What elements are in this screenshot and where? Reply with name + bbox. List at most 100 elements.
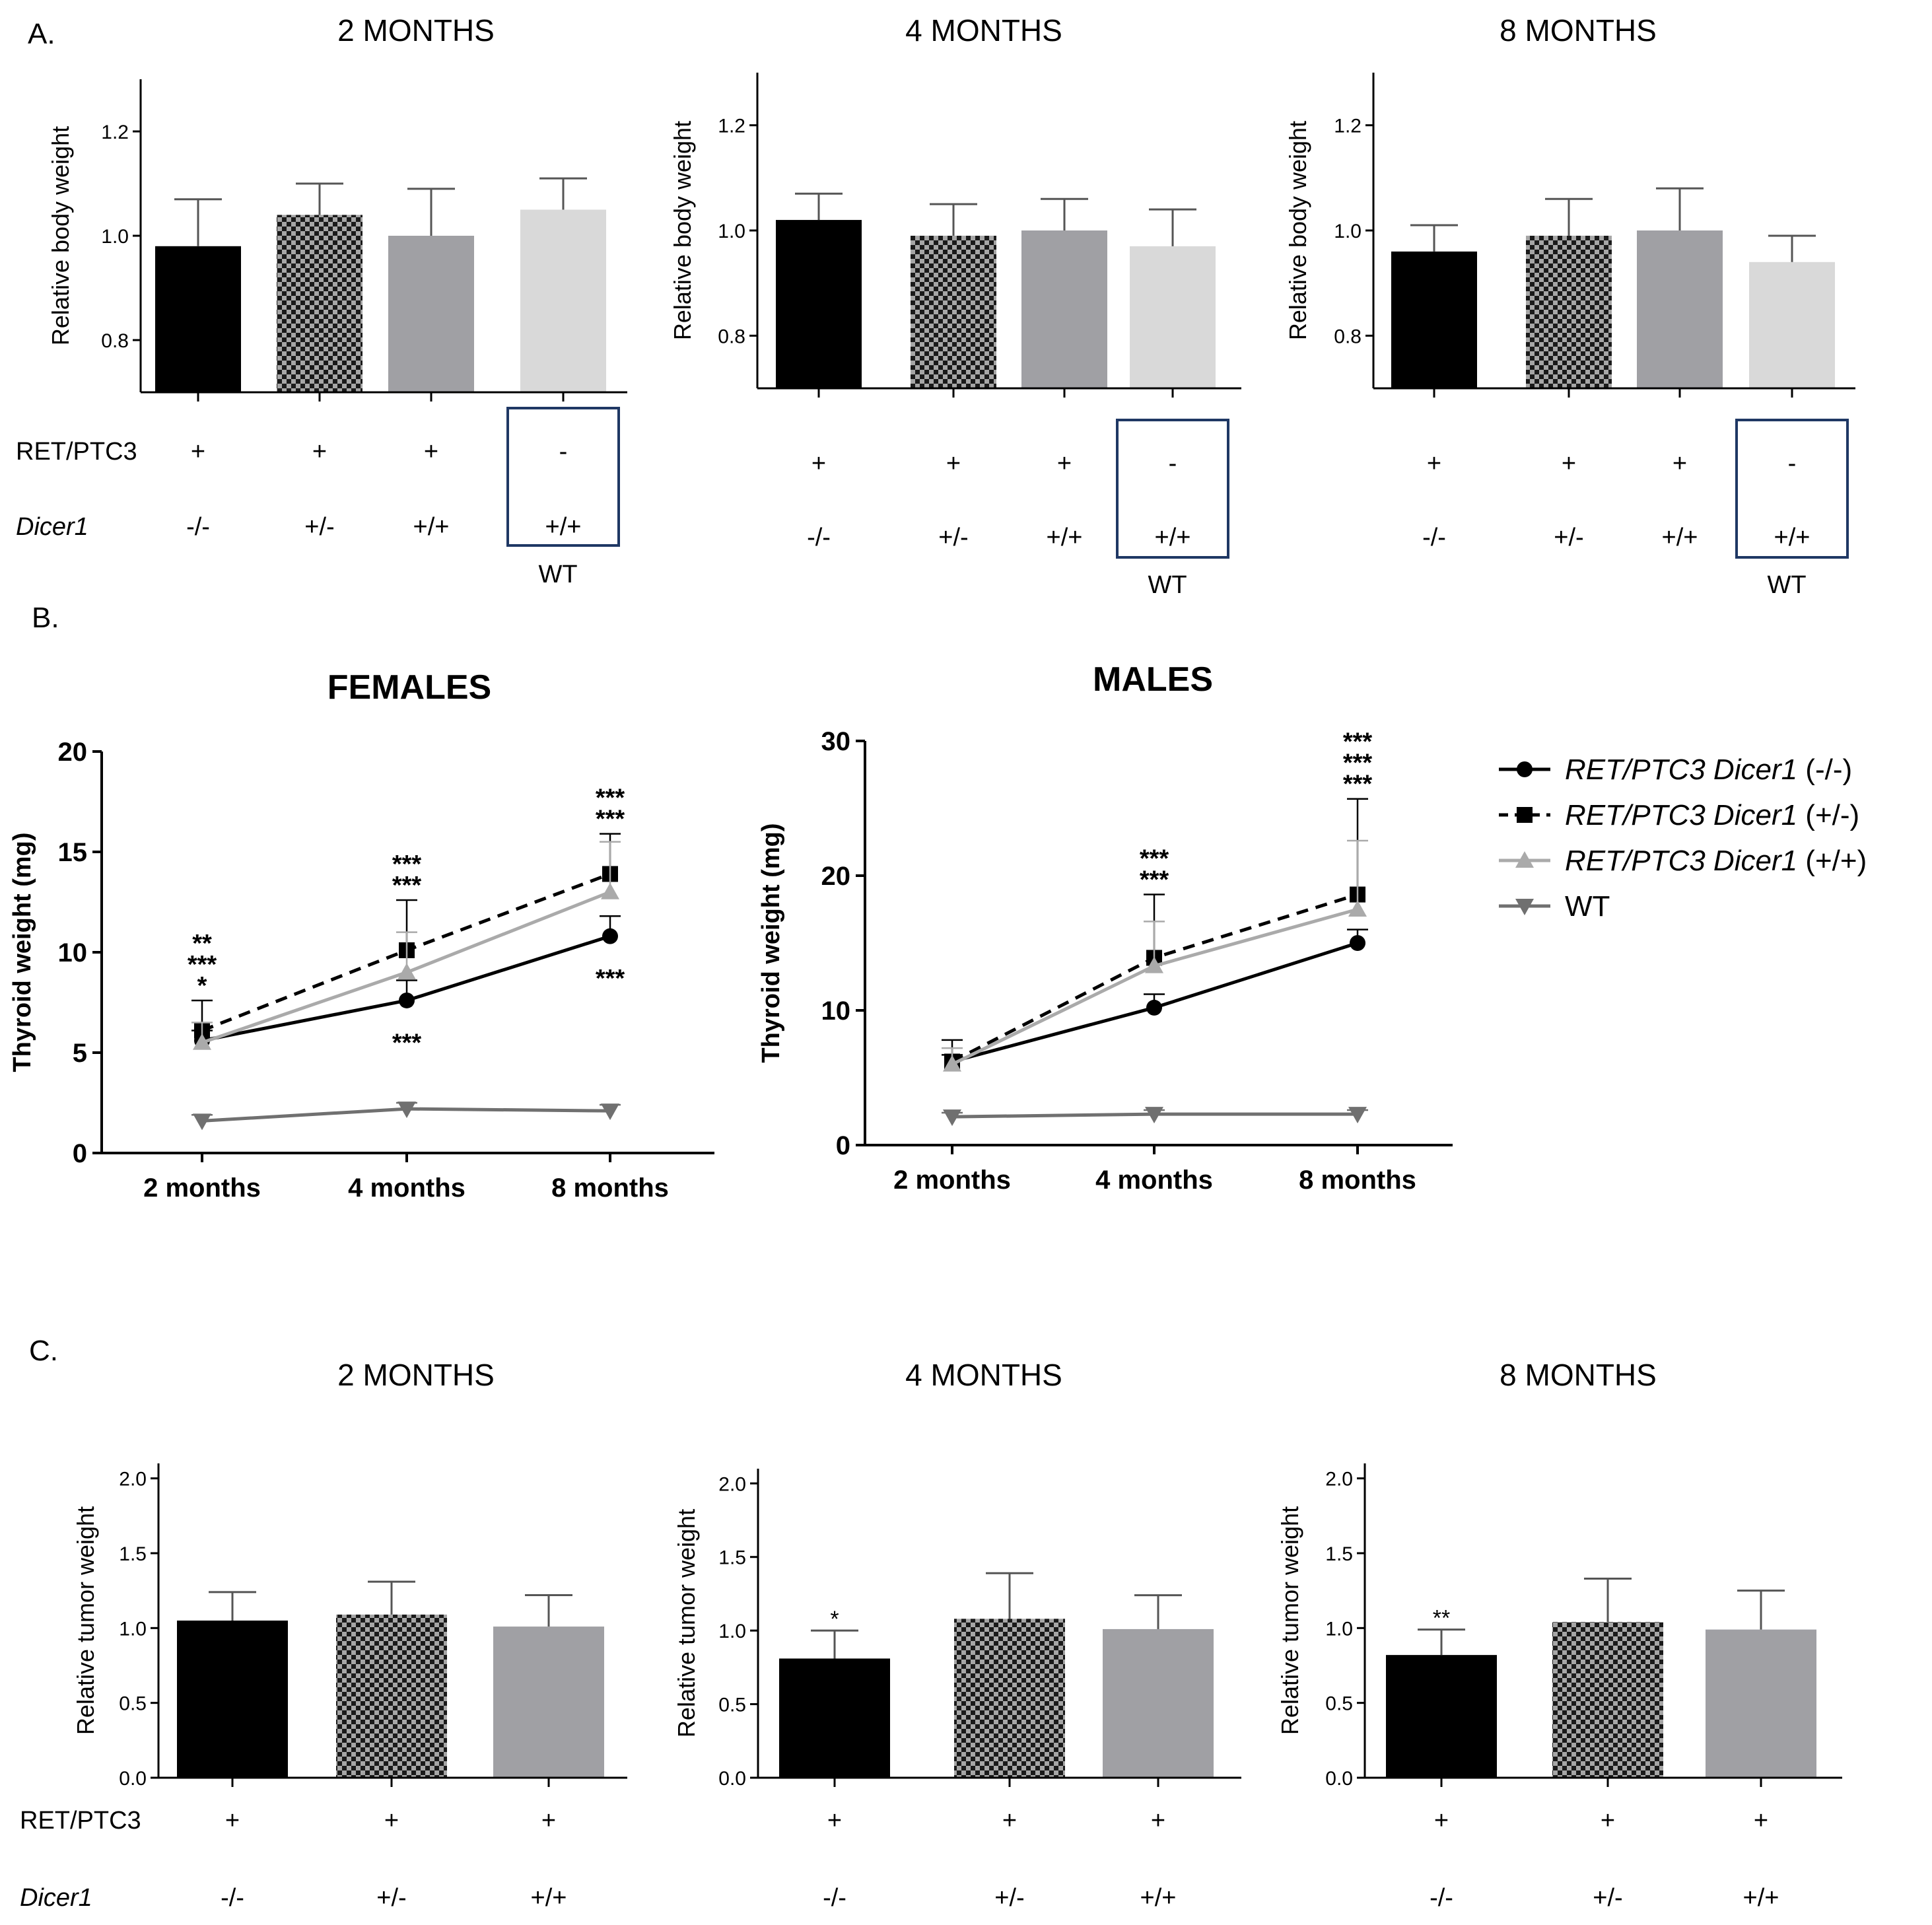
- chart-body-weight-2-months: 2 MONTHS Relative body weight 0.8 1.0 1.2 RET…: [16, 13, 627, 588]
- genotype-ret-value: +: [1427, 450, 1441, 477]
- x-tick-label: 2 months: [143, 1173, 261, 1203]
- panel-b-label: B.: [32, 602, 59, 634]
- legend-label: RET/PTC3 Dicer1 (+/-): [1565, 799, 1859, 831]
- legend-marker: [1517, 761, 1533, 777]
- wt-label: WT: [1148, 571, 1187, 599]
- legend-label-italic: RET/PTC3 Dicer1: [1565, 799, 1797, 831]
- data-point: [601, 1103, 619, 1121]
- genotype-dicer-value: +/-: [1554, 524, 1583, 551]
- genotype-ret-value: -: [1788, 450, 1797, 477]
- y-axis-label: Relative body weight: [47, 126, 74, 345]
- y-axis-label: Relative body weight: [669, 121, 696, 340]
- x-tick-label: 4 months: [348, 1173, 466, 1203]
- data-point: [1348, 1107, 1367, 1124]
- chart-body-weight-4-months: 4 MONTHS Relative body weight 0.8 1.0 1.2 + + +…: [669, 13, 1241, 599]
- significance-label: ***: [596, 806, 625, 833]
- genotype-ret-value: +: [827, 1807, 842, 1835]
- y-tick-label: 1.0: [1325, 1618, 1353, 1640]
- y-tick-label: 2.0: [1325, 1469, 1353, 1490]
- bar: [776, 220, 862, 388]
- legend-label-italic: RET/PTC3 Dicer1: [1565, 753, 1797, 786]
- bar: [388, 236, 474, 392]
- y-tick-label: 1.0: [718, 221, 745, 242]
- wt-highlight-box: [1116, 419, 1229, 559]
- genotype-dicer-value: +/+: [531, 1884, 567, 1912]
- chart-thyroid-weight-males: MALES Thyroid weight (mg) 0 10 20 30 2 months 4…: [757, 660, 1453, 1195]
- data-point: [193, 1033, 211, 1050]
- data-point: [601, 882, 619, 899]
- genotype-ret-value: +: [1434, 1807, 1449, 1835]
- genotype-ret-value: +: [811, 450, 826, 477]
- bar: [911, 235, 996, 388]
- genotype-dicer-value: +/+: [1774, 524, 1811, 551]
- bar: [1130, 246, 1216, 388]
- genotype-ret-value: +: [1754, 1807, 1768, 1835]
- genotype-ret-value: +: [225, 1807, 240, 1835]
- bar: [277, 215, 362, 392]
- y-axis-label: Thyroid weight (mg): [9, 832, 36, 1072]
- legend-label-italic: RET/PTC3 Dicer1: [1565, 845, 1797, 877]
- legend-label-plain: (+/-): [1797, 799, 1859, 831]
- y-tick-label: 1.5: [1325, 1543, 1353, 1565]
- y-axis-label: Relative body weight: [1284, 121, 1311, 340]
- genotype-dicer-value: +/+: [545, 513, 582, 541]
- y-tick-label: 0.5: [718, 1695, 746, 1716]
- wt-label: WT: [1767, 571, 1806, 599]
- y-tick-label: 0.0: [718, 1768, 746, 1790]
- x-tick-label: 8 months: [1299, 1166, 1416, 1195]
- wt-highlight-box: [506, 407, 620, 547]
- genotype-dicer-value: +/+: [1743, 1884, 1779, 1912]
- legend-marker: [1517, 807, 1533, 823]
- genotype-row-label-dicer: Dicer1: [16, 513, 88, 541]
- chart-thyroid-weight-females: FEMALES Thyroid weight (mg) 0 5 10 15 20 2 mont…: [9, 668, 714, 1203]
- y-axis-label: Relative tumor weight: [673, 1509, 700, 1737]
- genotype-dicer-value: -/-: [1422, 524, 1446, 551]
- genotype-dicer-value: +/-: [938, 524, 968, 551]
- data-point: [397, 963, 416, 980]
- significance-label: ***: [596, 785, 625, 812]
- legend-label: RET/PTC3 Dicer1 (-/-): [1565, 753, 1852, 786]
- significance-label: *: [830, 1607, 839, 1632]
- legend-label-plain: (-/-): [1797, 753, 1852, 786]
- chart-tumor-weight-2-months: 2 MONTHS Relative tumor weight 0.0 0.5 1.0 1.…: [20, 1358, 627, 1912]
- bar: [1021, 230, 1107, 388]
- y-tick-label: 1.0: [101, 226, 129, 248]
- y-tick-label: 1.2: [101, 122, 129, 143]
- chart-tumor-weight-8-months: 8 MONTHS Relative tumor weight ** 0.0 0.5 1.0…: [1276, 1358, 1842, 1912]
- bar: [1552, 1622, 1663, 1778]
- chart-title: FEMALES: [328, 668, 491, 707]
- genotype-dicer-value: +/-: [376, 1884, 406, 1912]
- y-tick-label: 0: [836, 1131, 850, 1160]
- data-point: [1145, 1107, 1163, 1124]
- y-tick-label: 0.8: [718, 326, 745, 347]
- legend-marker: [1515, 851, 1534, 868]
- chart-title: 8 MONTHS: [1500, 1358, 1657, 1392]
- chart-title: 2 MONTHS: [337, 1358, 495, 1392]
- y-tick-label: 0.8: [101, 330, 129, 352]
- genotype-ret-value: +: [541, 1807, 556, 1835]
- legend-label: RET/PTC3 Dicer1 (+/+): [1565, 845, 1867, 877]
- y-tick-label: 1.0: [119, 1618, 147, 1640]
- y-tick-label: 5: [73, 1039, 87, 1068]
- significance-label: ***: [392, 872, 422, 899]
- bar: [1391, 251, 1477, 388]
- genotype-dicer-value: -/-: [1430, 1884, 1453, 1912]
- bar: [1103, 1628, 1214, 1778]
- chart-tumor-weight-4-months: 4 MONTHS Relative tumor weight * 0.0 0.5 1.0 1…: [673, 1358, 1241, 1912]
- data-point: [943, 1055, 961, 1072]
- x-tick-label: 2 months: [893, 1166, 1011, 1195]
- significance-label: **: [1433, 1606, 1450, 1631]
- y-tick-label: 2.0: [718, 1473, 746, 1495]
- chart-body-weight-8-months: 8 MONTHS Relative body weight 0.8 1.0 1.2 + + +…: [1284, 13, 1855, 599]
- panel-a-label: A.: [28, 18, 55, 50]
- genotype-ret-value: +: [312, 438, 327, 466]
- genotype-dicer-value: -/-: [221, 1884, 244, 1912]
- y-tick-label: 1.2: [1334, 116, 1362, 137]
- legend-label-plain: WT: [1565, 890, 1610, 923]
- genotype-dicer-value: +/-: [994, 1884, 1024, 1912]
- legend-label-plain: (+/+): [1797, 845, 1867, 877]
- bar: [954, 1619, 1065, 1778]
- bar: [177, 1621, 288, 1778]
- y-tick-label: 1.5: [119, 1543, 147, 1565]
- genotype-ret-value: -: [559, 438, 568, 466]
